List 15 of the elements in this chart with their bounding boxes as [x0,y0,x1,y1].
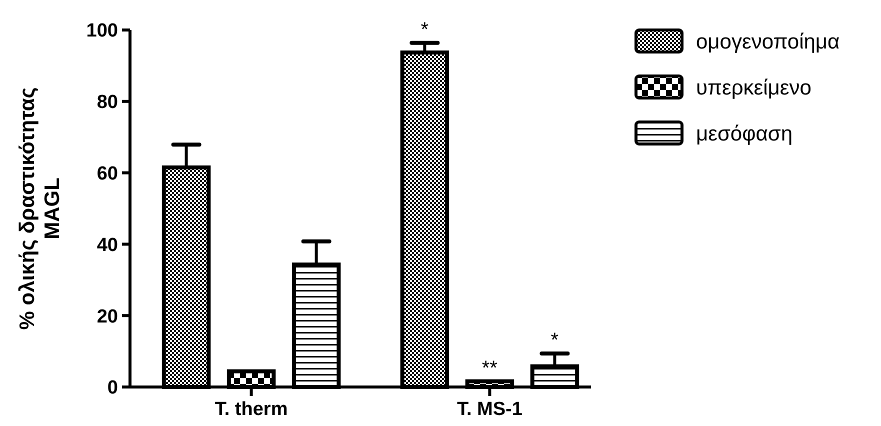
x-tick-label: T. MS-1 [456,399,523,420]
y-tick-label: 80 [96,92,118,114]
annotation: * [550,329,559,352]
y-tick-label: 100 [86,20,118,42]
y-tick-label: 20 [96,306,118,328]
y-tick-label: 0 [107,378,118,399]
y-axis-title: % ολικής δραστικότητας MAGL [16,87,64,330]
annotation: * [420,18,429,41]
legend-label: υπερκείμενο [696,76,812,100]
legend-label: ομογενοποίημα [696,30,840,54]
y-tick-label: 60 [96,163,118,184]
annotation: ** [482,357,498,380]
legend-label: μεσόφαση [696,122,792,146]
y-tick-label: 40 [96,234,118,256]
x-tick-label: T. therm [214,399,288,420]
